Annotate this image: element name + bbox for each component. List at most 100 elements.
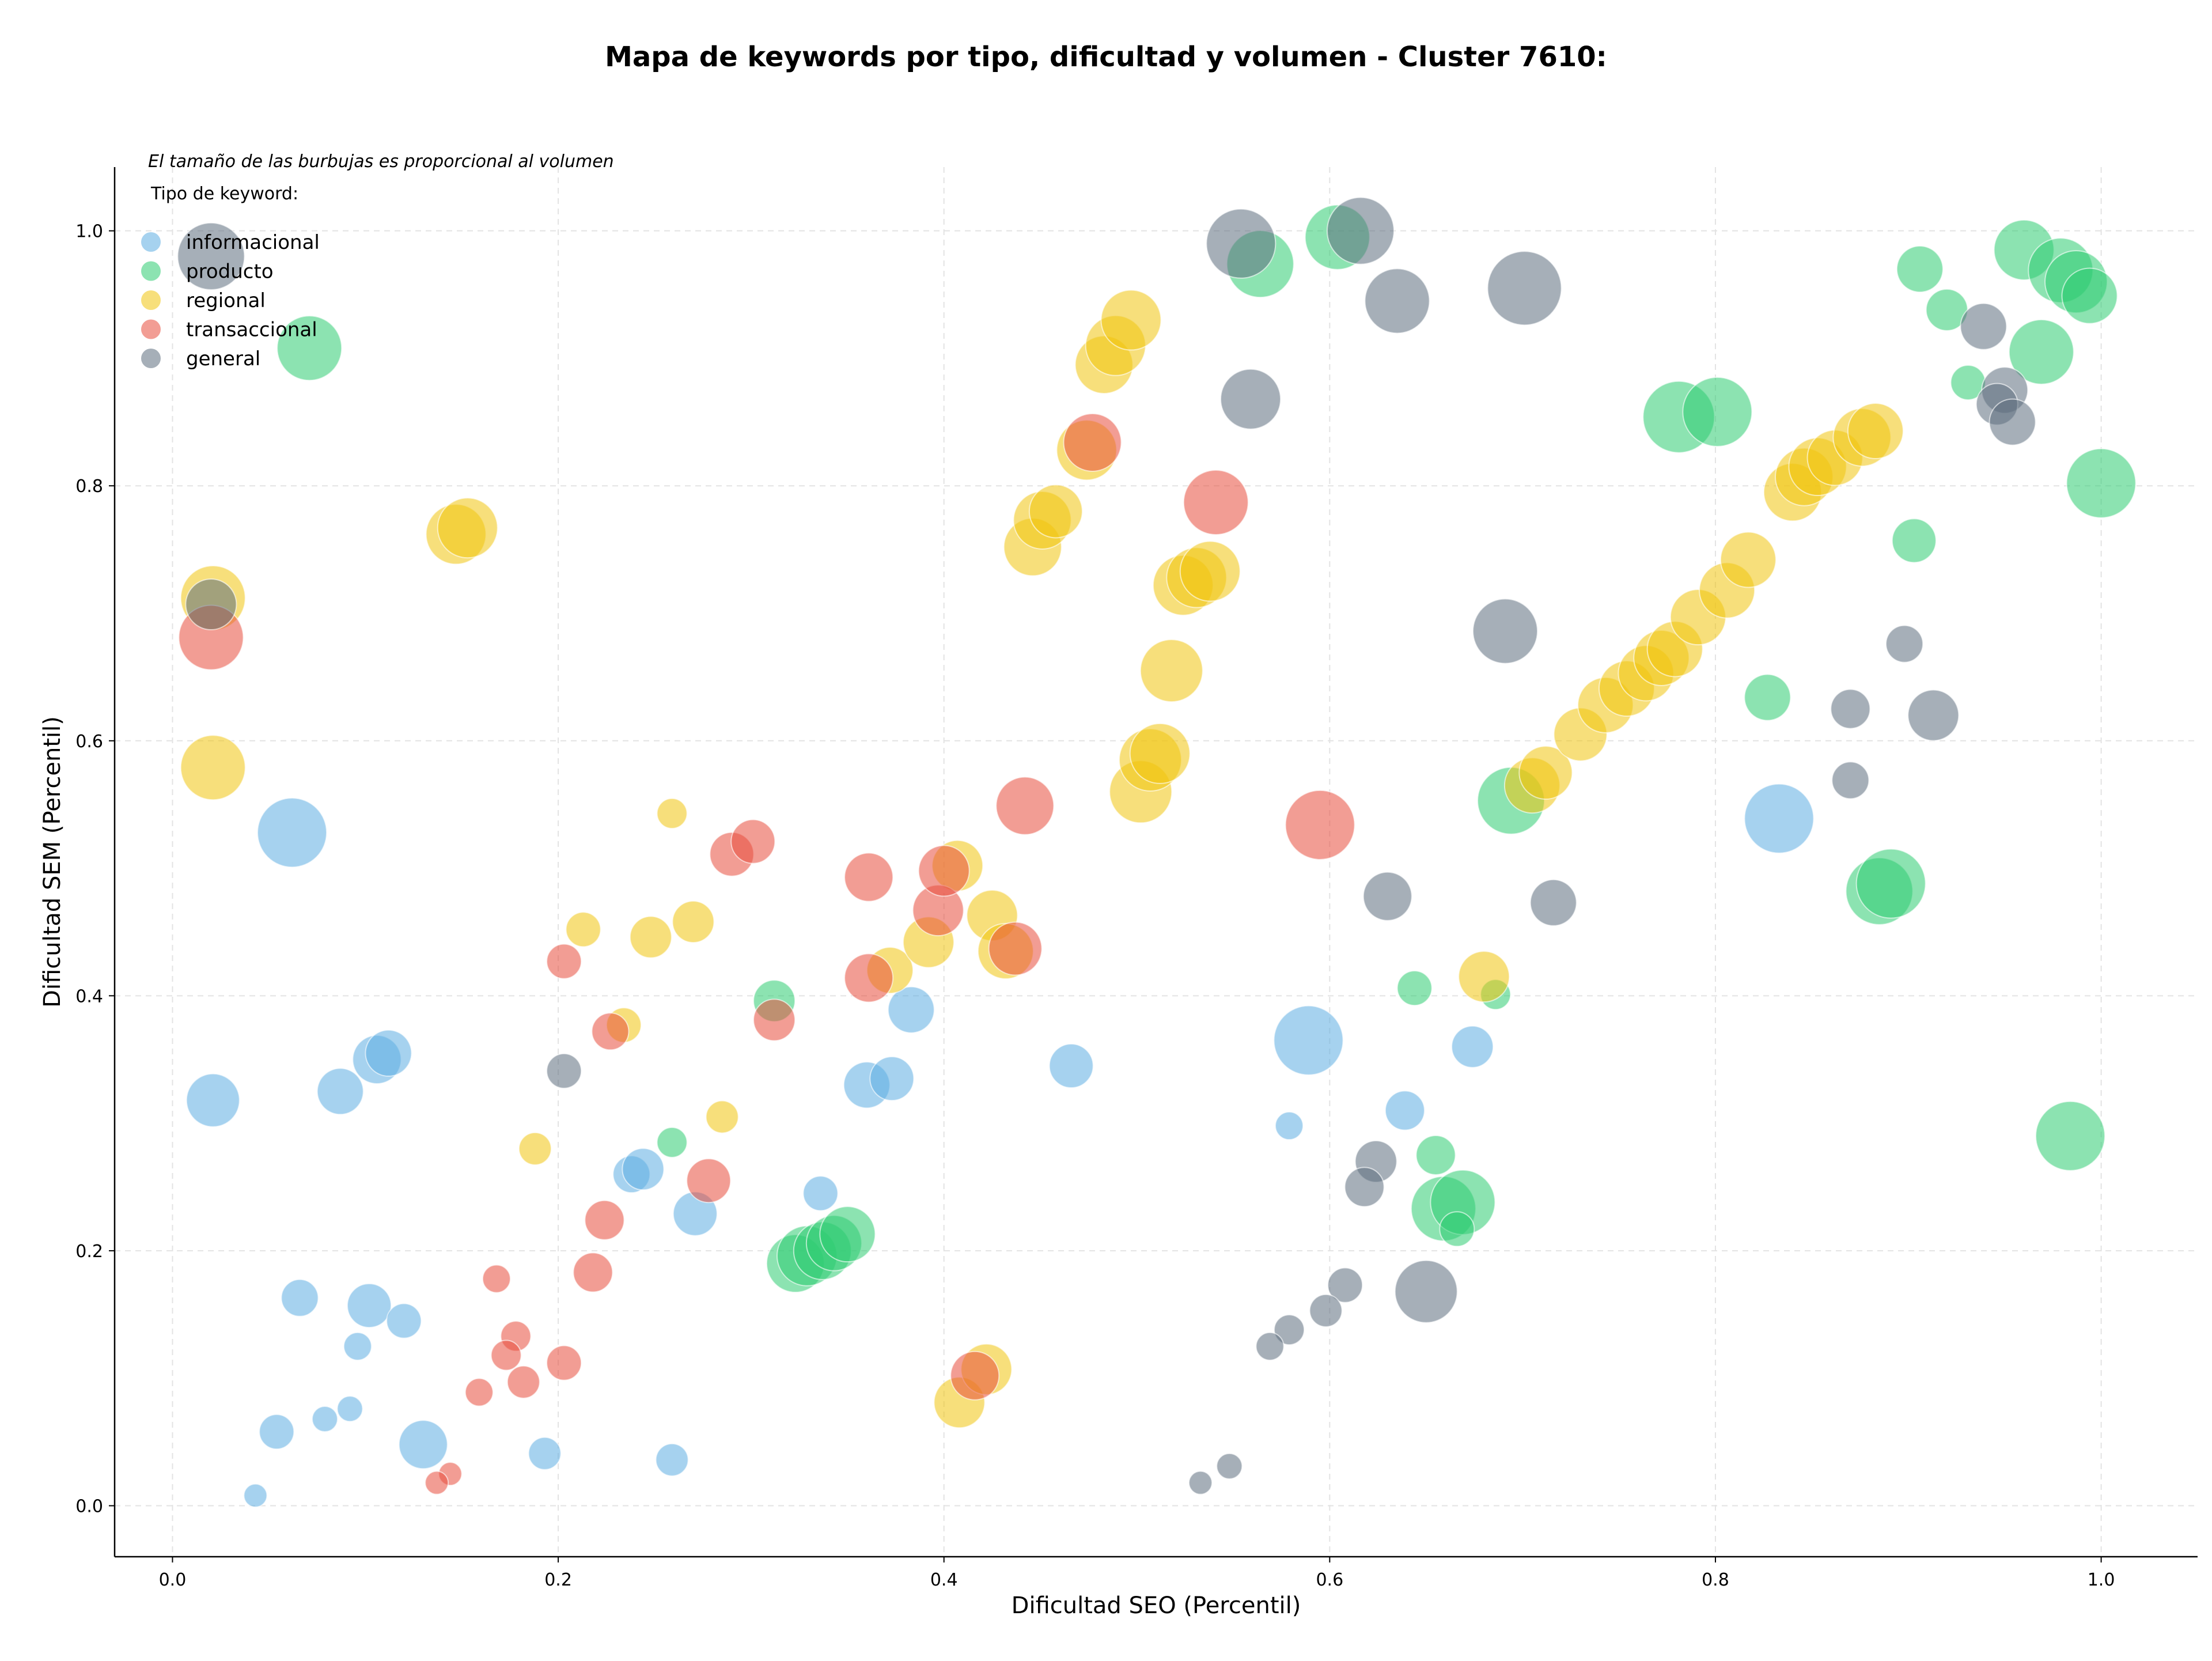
bubble-regional	[629, 915, 672, 959]
x-tick-label: 0.2	[544, 1570, 572, 1590]
bubble-informacional	[398, 1420, 448, 1470]
bubble-general	[546, 1053, 582, 1089]
y-tick-label: 0.6	[75, 732, 103, 752]
bubble-producto	[656, 1126, 688, 1158]
bubble-transaccional	[546, 943, 582, 979]
bubble-general	[1220, 368, 1282, 430]
bubble-regional	[656, 797, 688, 829]
bubble-producto	[1396, 970, 1433, 1007]
bubble-informacional	[1451, 1025, 1494, 1068]
bubble-informacional	[622, 1148, 665, 1191]
bubble-general	[1472, 598, 1539, 664]
bubble-producto	[2008, 319, 2074, 385]
legend-marker-regional	[141, 290, 161, 310]
bubble-producto	[1415, 1134, 1456, 1175]
bubble-producto	[1855, 848, 1926, 919]
bubble-regional	[1129, 722, 1191, 784]
bubble-general	[177, 222, 245, 290]
bubble-general	[1831, 761, 1870, 800]
bubble-general	[1326, 196, 1395, 265]
bubble-informacional	[1048, 1043, 1094, 1089]
bubble-regional	[1179, 540, 1241, 602]
bubble-regional	[705, 1100, 739, 1134]
bubble-informacional	[386, 1303, 422, 1339]
bubble-informacional	[243, 1483, 268, 1508]
bubble-transaccional	[844, 852, 894, 902]
x-tick-label: 1.0	[2088, 1570, 2115, 1590]
bubble-general	[1362, 871, 1412, 921]
bubble-regional	[1458, 951, 1510, 1003]
bubble-general	[1364, 268, 1430, 334]
bubble-transaccional	[490, 1340, 522, 1371]
chart-title: Mapa de keywords por tipo, dificultad y …	[605, 41, 1607, 73]
series-general	[177, 196, 2036, 1495]
legend-items: informacional producto regional transaccion…	[141, 231, 320, 370]
bubble-informacional	[316, 1068, 364, 1115]
bubble-general	[1988, 398, 2036, 446]
bubble-general	[1885, 625, 1924, 663]
bubble-informacional	[281, 1278, 319, 1317]
legend-label-transaccional: transaccional	[186, 319, 317, 342]
axes	[113, 167, 2198, 1558]
bubble-regional	[518, 1132, 552, 1166]
legend-marker-general	[141, 349, 161, 368]
bubble-general	[1529, 879, 1577, 926]
bubble-producto	[819, 1206, 876, 1263]
bubble-regional	[565, 911, 601, 948]
bubble-general	[1216, 1452, 1243, 1480]
grid	[115, 167, 2198, 1557]
bubble-informacional	[185, 1073, 240, 1127]
legend: Tipo de keyword: informacional producto re…	[141, 184, 320, 370]
bubble-transaccional	[1183, 469, 1249, 535]
y-tick-label: 0.2	[75, 1242, 103, 1262]
bubble-general	[1327, 1267, 1363, 1303]
bubble-regional	[1847, 403, 1904, 460]
bubble-producto	[2035, 1100, 2106, 1171]
legend-label-informacional: informacional	[186, 231, 320, 254]
bubble-general	[185, 578, 237, 631]
bubble-transaccional	[1063, 413, 1122, 472]
series-regional	[180, 289, 1904, 1429]
bubble-general	[1344, 1167, 1385, 1208]
legend-marker-producto	[141, 261, 161, 281]
y-tick-label: 0.0	[75, 1496, 103, 1516]
y-tick-label: 0.8	[75, 476, 103, 497]
bubble-regional	[1719, 531, 1777, 588]
bubble-transaccional	[584, 1200, 625, 1240]
bubble-informacional	[1273, 1005, 1344, 1076]
bubble-transaccional	[482, 1264, 511, 1293]
bubble-producto	[1682, 376, 1753, 447]
bubble-informacional	[346, 1283, 392, 1329]
y-tick-label: 0.4	[75, 986, 103, 1007]
bubble-producto	[1744, 674, 1791, 721]
bubble-informacional	[528, 1436, 562, 1470]
bubble-producto	[2061, 267, 2118, 324]
bubble-regional	[1028, 484, 1083, 539]
series-informacional	[185, 783, 1815, 1508]
bubble-transaccional	[546, 1345, 582, 1381]
bubble-transaccional	[730, 819, 776, 864]
bubble-informacional	[259, 1414, 295, 1450]
legend-label-general: general	[186, 347, 260, 370]
x-tick-label: 0.8	[1702, 1570, 1729, 1590]
bubble-general	[1274, 1314, 1305, 1346]
bubble-regional	[437, 497, 498, 559]
legend-label-regional: regional	[186, 289, 266, 312]
bubble-informacional	[311, 1406, 338, 1433]
bubble-transaccional	[506, 1365, 540, 1399]
bubble-regional	[1139, 639, 1203, 703]
bubble-informacional	[257, 797, 328, 868]
bubble-general	[1394, 1259, 1458, 1323]
bubble-general	[1907, 689, 1960, 741]
bubble-informacional	[802, 1175, 839, 1212]
x-tick-label: 0.6	[1316, 1570, 1343, 1590]
bubble-informacional	[887, 986, 935, 1034]
legend-label-producto: producto	[186, 260, 274, 283]
bubble-regional	[180, 735, 246, 801]
bubble-informacional	[365, 1029, 412, 1077]
bubble-regional	[1100, 289, 1162, 351]
bubble-informacional	[1384, 1090, 1425, 1131]
bubble-transaccional	[918, 845, 970, 897]
y-axis-label: Dificultad SEM (Percentil)	[39, 716, 66, 1008]
